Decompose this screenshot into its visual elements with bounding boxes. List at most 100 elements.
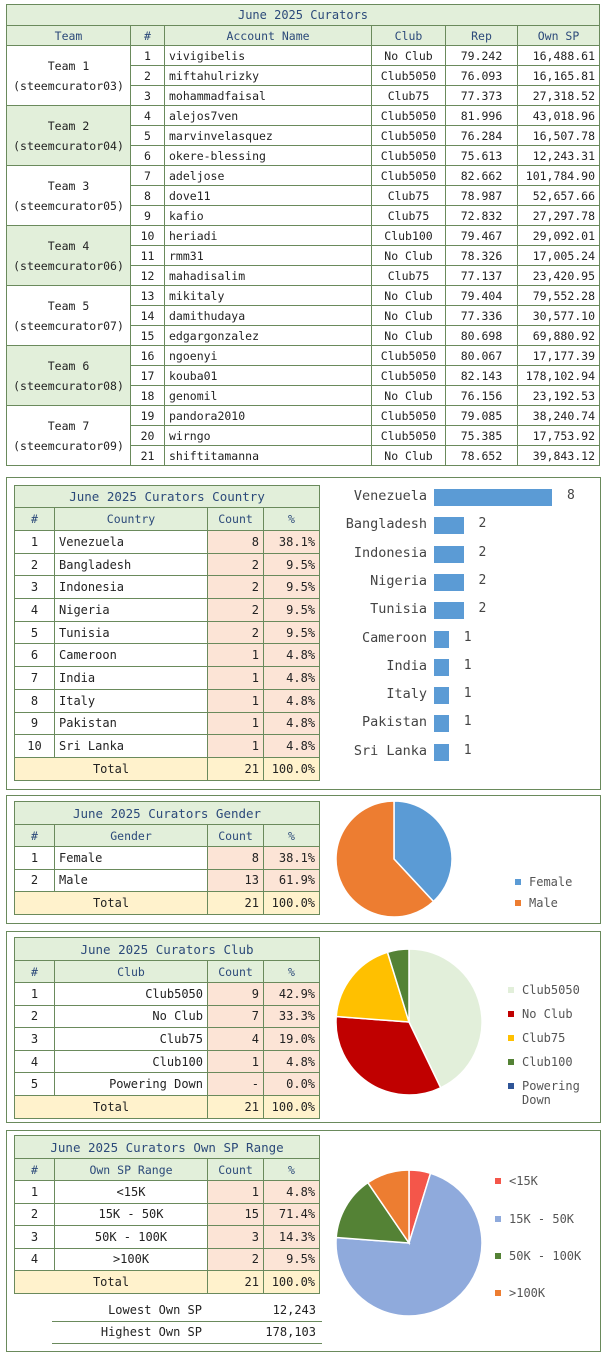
header-club: Club xyxy=(371,25,446,46)
gender-pie-chart xyxy=(335,800,453,918)
club-table: June 2025 Curators Club # Club Count % 1… xyxy=(13,937,321,1119)
row-number: 3 xyxy=(14,575,55,600)
country-table: June 2025 Curators Country # Country Cou… xyxy=(13,485,321,781)
total-row: Total 21 100.0% xyxy=(14,891,321,915)
rep-value: 78.326 xyxy=(445,245,518,266)
curator-row: Team 5 (steemcurator07) 13 mikitaly No Club 7… xyxy=(6,285,601,346)
bar-category-label: Pakistan xyxy=(361,714,427,731)
row-label: 50K - 100K xyxy=(54,1225,208,1249)
bar xyxy=(434,545,464,563)
row-number: 10 xyxy=(130,225,165,246)
legend-label: >100K xyxy=(509,1286,546,1300)
account-name: genomil xyxy=(164,385,372,406)
pie-slice xyxy=(335,1015,442,1096)
row-number: 10 xyxy=(14,734,55,758)
stat-row: 7 India 1 4.8% xyxy=(14,666,321,690)
row-label: Bangladesh xyxy=(54,552,208,577)
header-club: Club xyxy=(54,960,208,983)
rep-value: 79.085 xyxy=(445,405,518,426)
legend-item: 15K - 50K xyxy=(495,1212,597,1226)
row-percent: 4.8% xyxy=(262,1049,321,1074)
stat-row: 10 Sri Lanka 1 4.8% xyxy=(14,734,321,758)
curator-row: 14 damithudaya No Club 77.336 30,577.10 xyxy=(7,305,601,326)
club-name: Club5050 xyxy=(371,405,446,426)
own-sp-value: 79,552.28 xyxy=(516,285,601,306)
pie-slice xyxy=(366,1169,410,1246)
rep-value: 82.662 xyxy=(445,165,518,186)
row-number: 21 xyxy=(130,445,165,466)
row-count: 9 xyxy=(207,982,264,1006)
account-name: mahadisalim xyxy=(164,265,372,286)
legend-label: Powering Down xyxy=(522,1079,580,1107)
own-sp-value: 52,657.66 xyxy=(516,185,601,206)
row-percent: 9.5% xyxy=(262,598,321,622)
row-label: Italy xyxy=(54,688,208,713)
rep-value: 77.336 xyxy=(445,305,518,326)
account-name: okere-blessing xyxy=(164,145,372,166)
row-number: 18 xyxy=(130,385,165,406)
rep-value: 75.385 xyxy=(445,425,518,446)
row-number: 19 xyxy=(130,405,165,426)
legend-label: Club5050 xyxy=(522,983,580,997)
club-name: Club5050 xyxy=(371,425,446,446)
total-row: Total 21 100.0% xyxy=(14,1094,321,1119)
header-percent: % xyxy=(262,960,321,983)
own-sp-value: 101,784.90 xyxy=(516,165,601,186)
row-percent: 9.5% xyxy=(262,620,321,645)
bar xyxy=(434,658,449,676)
account-name: heriadi xyxy=(164,225,372,246)
legend-swatch xyxy=(508,1059,514,1065)
header-percent: % xyxy=(262,1158,321,1181)
legend-item: Powering Down xyxy=(508,1079,597,1107)
header-percent: % xyxy=(262,507,321,531)
row-count: 2 xyxy=(207,575,264,600)
club-name: Club5050 xyxy=(371,365,446,386)
club-name: Club5050 xyxy=(371,165,446,186)
legend-label: No Club xyxy=(522,1007,573,1021)
row-count: 8 xyxy=(207,846,264,870)
stat-row: 1 Female 8 38.1% xyxy=(14,846,321,870)
row-count: 2 xyxy=(207,598,264,622)
own-sp-value: 38,240.74 xyxy=(516,405,601,426)
legend-item: >100K xyxy=(495,1286,597,1300)
own-sp-value: 16,507.78 xyxy=(516,125,601,146)
header-number: # xyxy=(14,1158,55,1181)
lowest-sp-label: Lowest Own SP xyxy=(52,1299,212,1322)
legend-item: No Club xyxy=(508,1007,597,1021)
sp-range-table: June 2025 Curators Own SP Range # Own SP… xyxy=(13,1135,321,1294)
bar xyxy=(434,517,464,535)
row-count: 7 xyxy=(207,1004,264,1029)
row-percent: 14.3% xyxy=(262,1225,321,1249)
pie-slice xyxy=(393,800,453,903)
club-name: No Club xyxy=(371,285,446,306)
legend-swatch xyxy=(508,987,514,993)
row-percent: 61.9% xyxy=(262,868,321,892)
row-number: 6 xyxy=(14,643,55,668)
own-sp-value: 43,018.96 xyxy=(516,105,601,126)
team-account: (steemcurator09) xyxy=(13,438,124,453)
stat-row: 4 Nigeria 2 9.5% xyxy=(14,598,321,622)
header-count: Count xyxy=(207,507,264,531)
own-sp-value: 16,165.81 xyxy=(516,65,601,86)
account-name: vivigibelis xyxy=(164,45,372,66)
total-count: 21 xyxy=(207,756,264,781)
total-count: 21 xyxy=(207,1094,264,1119)
row-count: 15 xyxy=(207,1202,264,1226)
row-percent: 4.8% xyxy=(262,666,321,690)
stat-row: 4 >100K 2 9.5% xyxy=(14,1247,321,1271)
row-percent: 38.1% xyxy=(262,530,321,554)
total-percent: 100.0% xyxy=(262,1094,321,1119)
row-label: India xyxy=(54,666,208,690)
bar-category-label: Cameroon xyxy=(361,629,427,646)
header-account-name: Account Name xyxy=(164,25,372,46)
stat-row: 6 Cameroon 1 4.8% xyxy=(14,643,321,668)
team-name: Team 3 xyxy=(47,178,90,193)
header-percent: % xyxy=(262,824,321,847)
row-percent: 38.1% xyxy=(262,846,321,870)
bar xyxy=(434,743,449,761)
lowest-sp-value: 12,243 xyxy=(212,1299,322,1322)
rep-value: 78.652 xyxy=(445,445,518,466)
bar-category-label: Sri Lanka xyxy=(353,742,427,759)
bar-category-label: Bangladesh xyxy=(345,516,427,533)
highest-sp-label: Highest Own SP xyxy=(52,1321,212,1344)
